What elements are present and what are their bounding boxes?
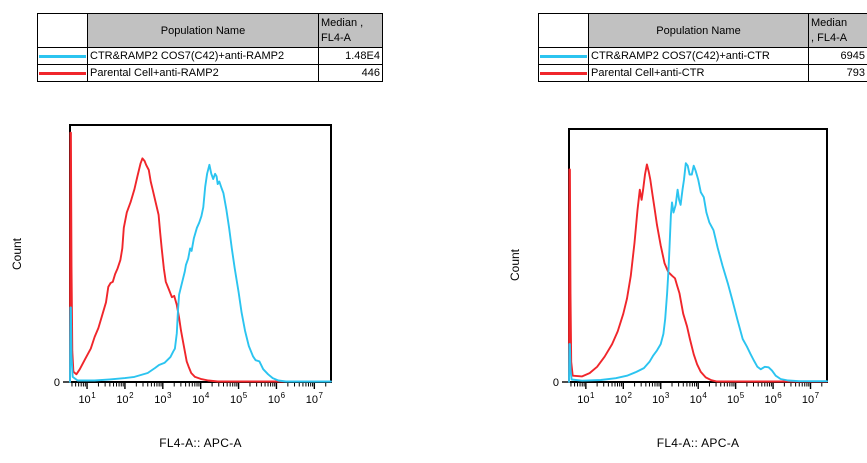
legend-swatch-cell (538, 47, 589, 65)
series-color-line-cyan (39, 54, 86, 58)
median-value: 793 (808, 64, 867, 82)
population-name: CTR&RAMP2 COS7(C42)+anti-RAMP2 (87, 47, 319, 65)
legend-header-median: Median , FL4-A (318, 13, 383, 48)
svg-text:103: 103 (652, 391, 670, 406)
series-curve-red (69, 131, 332, 383)
legend-table-left: Population Name Median , FL4-A CTR&RAMP2… (37, 13, 383, 82)
series-color-line-red (39, 71, 86, 75)
flow-histogram-right: 101 102 103 104 105 106 107 0 (553, 128, 828, 406)
series-curve-cyan (69, 163, 332, 383)
svg-text:101: 101 (577, 391, 595, 406)
series-color-line-cyan (540, 54, 587, 58)
median-value: 446 (318, 64, 383, 82)
x-axis-ticks (570, 383, 823, 389)
x-axis-label-left: FL4-A:: APC-A (159, 436, 242, 450)
legend-header-median-line1: Median (811, 16, 848, 29)
svg-text:107: 107 (802, 391, 820, 406)
legend-row: CTR&RAMP2 COS7(C42)+anti-RAMP2 1.48E4 (37, 47, 383, 65)
legend-header-median-line2: FL4-A (321, 31, 351, 44)
svg-text:107: 107 (306, 391, 324, 406)
legend-header-row: Population Name Median , FL4-A (538, 13, 867, 48)
svg-text:106: 106 (268, 391, 286, 406)
legend-header-population: Population Name (588, 13, 809, 48)
svg-text:105: 105 (230, 391, 248, 406)
legend-header-median-line2: , FL4-A (811, 31, 848, 44)
legend-swatch-cell (37, 64, 88, 82)
legend-row: Parental Cell+anti-CTR 793 (538, 64, 867, 82)
legend-header-row: Population Name Median , FL4-A (37, 13, 383, 48)
plot-frame (568, 128, 828, 383)
legend-row: Parental Cell+anti-RAMP2 446 (37, 64, 383, 82)
svg-text:103: 103 (154, 391, 172, 406)
series-curve-red (568, 163, 828, 383)
x-axis-tick-labels: 101 102 103 104 105 106 107 (577, 391, 819, 406)
plot-frame (69, 124, 332, 383)
svg-text:102: 102 (116, 391, 134, 406)
y-axis-label-left: Count (10, 237, 24, 271)
legend-corner-cell (37, 13, 88, 48)
population-name: Parental Cell+anti-RAMP2 (87, 64, 319, 82)
x-axis-label-right: FL4-A:: APC-A (656, 436, 740, 450)
legend-header-median: Median , FL4-A (808, 13, 867, 48)
legend-header-median-line1: Median , (321, 16, 364, 29)
y-zero-label: 0 (553, 377, 559, 389)
legend-corner-cell (538, 13, 589, 48)
x-axis-ticks (71, 383, 327, 389)
legend-swatch-cell (37, 47, 88, 65)
series-curve-cyan (568, 162, 828, 383)
median-value: 6945 (808, 47, 867, 65)
svg-text:106: 106 (764, 391, 782, 406)
legend-swatch-cell (538, 64, 589, 82)
population-name: Parental Cell+anti-CTR (588, 64, 809, 82)
median-value: 1.48E4 (318, 47, 383, 65)
population-name: CTR&RAMP2 COS7(C42)+anti-CTR (588, 47, 809, 65)
series-color-line-red (540, 71, 587, 75)
x-axis-tick-labels: 101 102 103 104 105 106 107 (78, 391, 323, 406)
svg-text:105: 105 (727, 391, 745, 406)
flow-histogram-left: 101 102 103 104 105 106 107 0 (54, 124, 332, 406)
svg-text:101: 101 (78, 391, 96, 406)
svg-text:104: 104 (690, 391, 708, 406)
legend-row: CTR&RAMP2 COS7(C42)+anti-CTR 6945 (538, 47, 867, 65)
y-axis-label-right: Count (508, 248, 522, 282)
svg-text:104: 104 (192, 391, 210, 406)
legend-header-population: Population Name (87, 13, 319, 48)
y-zero-label: 0 (54, 377, 60, 389)
legend-table-right: Population Name Median , FL4-A CTR&RAMP2… (538, 13, 867, 82)
svg-text:102: 102 (615, 391, 633, 406)
